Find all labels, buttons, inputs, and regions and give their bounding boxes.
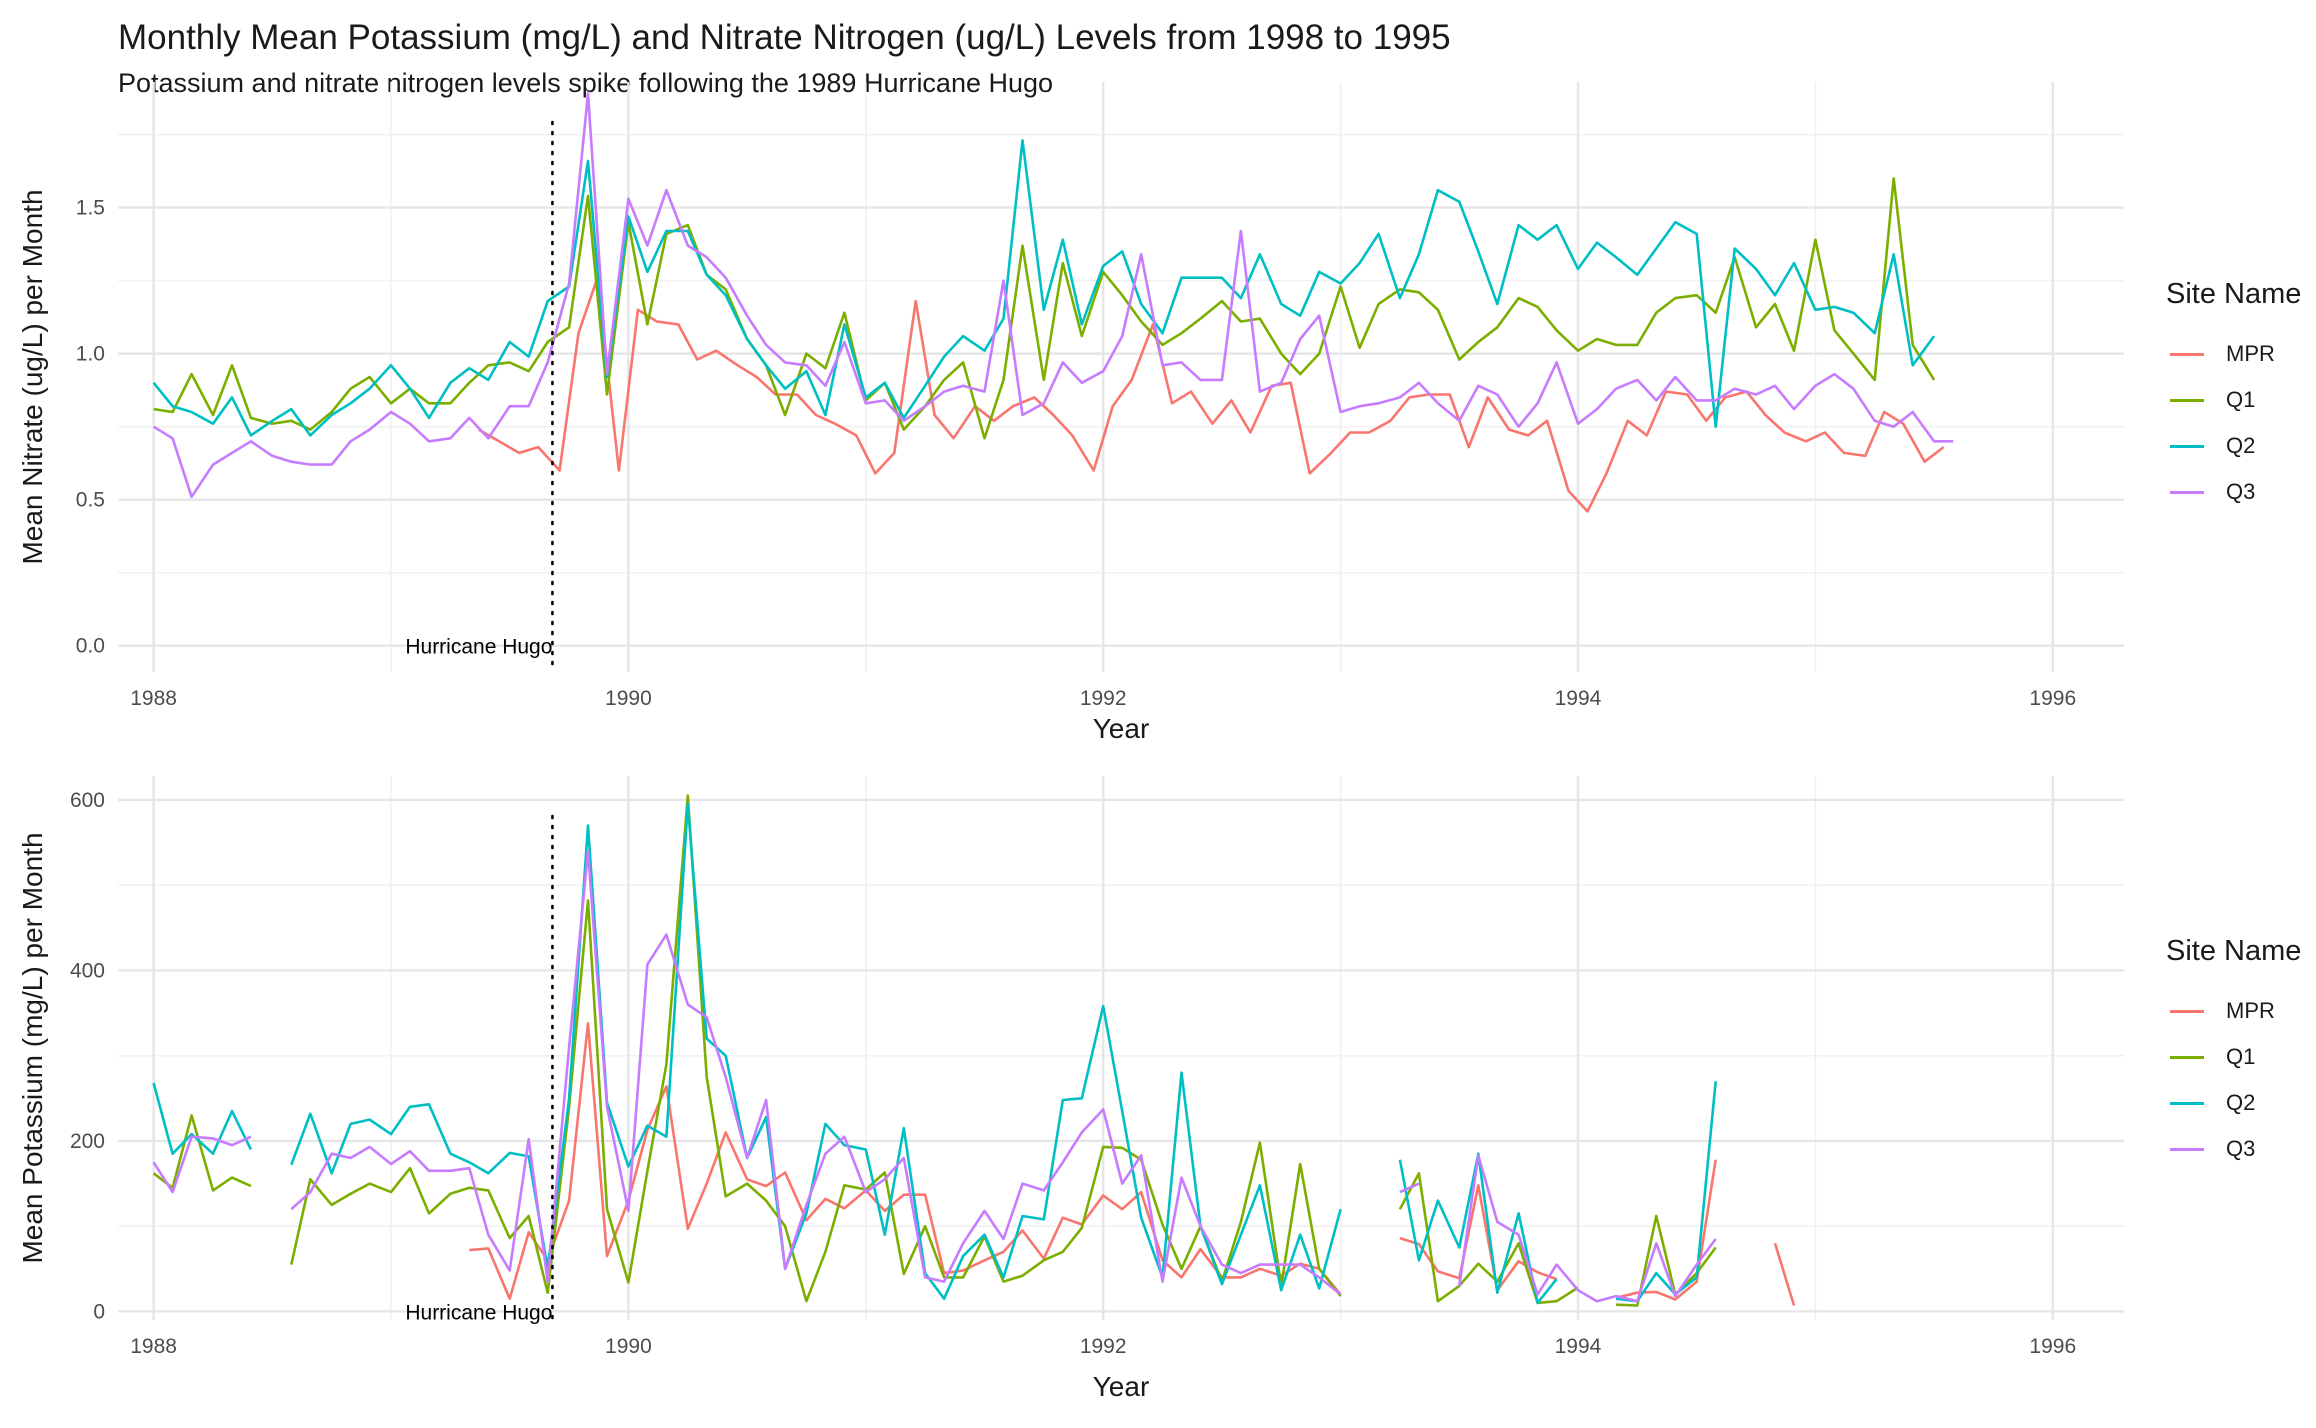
legend-nitrate: Site Name MPR Q1 Q2 Q3 [2166, 278, 2301, 515]
series-line-q3 [152, 849, 1717, 1303]
x-tick-label: 1996 [2029, 1335, 2076, 1358]
legend-label: Q1 [2226, 1044, 2256, 1069]
legend-swatch [2170, 1055, 2204, 1059]
y-axis-title: Mean Nitrate (ug/L) per Month [17, 189, 48, 564]
legend-item-q2: Q2 [2166, 423, 2301, 469]
chart-title: Monthly Mean Potassium (mg/L) and Nitrat… [118, 18, 1451, 57]
legend-label: MPR [2226, 341, 2275, 366]
x-tick-label: 1992 [1080, 1335, 1127, 1358]
x-tick-label: 1988 [130, 687, 177, 710]
legend-swatch [2170, 1147, 2204, 1151]
series-line-q1 [152, 794, 1717, 1307]
legend-item-q3: Q3 [2166, 469, 2301, 515]
legend-label: Q2 [2226, 433, 2256, 458]
series-line-mpr [478, 276, 1945, 513]
legend-title: Site Name [2166, 935, 2302, 967]
legend-swatch [2170, 398, 2204, 402]
x-tick-label: 1988 [130, 1335, 177, 1358]
potassium-panel: 1988 1990 1992 1994 1996 0 200 400 600 Year Mean P… [17, 776, 2124, 1402]
hurricane-hugo-label: Hurricane Hugo [405, 1301, 552, 1324]
y-tick-label: 0.5 [76, 489, 105, 512]
legend-swatch [2170, 444, 2204, 448]
legend-potassium: Site Name MPR Q1 Q2 Q3 [2166, 935, 2301, 1172]
x-tick-label: 1990 [605, 687, 652, 710]
legend-item-mpr: MPR [2166, 331, 2301, 377]
x-axis-title: Year [1093, 713, 1150, 744]
x-axis-title: Year [1093, 1371, 1150, 1402]
legend-item-q3: Q3 [2166, 1126, 2301, 1172]
series-line-q3 [152, 92, 1954, 499]
y-axis-title: Mean Potassium (mg/L) per Month [17, 832, 48, 1263]
legend-title: Site Name [2166, 278, 2302, 310]
x-tick-label: 1990 [605, 1335, 652, 1358]
series-line-q2 [152, 139, 1936, 437]
legend-swatch [2170, 1101, 2204, 1105]
legend-swatch [2170, 1009, 2204, 1013]
legend-swatch [2170, 352, 2204, 356]
y-tick-label: 600 [70, 789, 105, 812]
y-tick-label: 0 [93, 1300, 105, 1323]
legend-item-q2: Q2 [2166, 1080, 2301, 1126]
series-line-q2 [152, 802, 1717, 1305]
series-line-q1 [153, 177, 1936, 440]
legend-label: Q2 [2226, 1090, 2256, 1115]
x-tick-label: 1994 [1555, 1335, 1602, 1358]
x-tick-label: 1996 [2029, 687, 2076, 710]
nitrate-panel: 1988 1990 1992 1994 1996 0.0 0.5 1.0 1.5 Year Mean… [17, 82, 2124, 744]
series-line-mpr [469, 1022, 1796, 1306]
legend-label: Q3 [2226, 1136, 2256, 1161]
legend-label: Q3 [2226, 479, 2256, 504]
y-tick-label: 0.0 [76, 635, 105, 658]
legend-label: Q1 [2226, 387, 2256, 412]
y-tick-label: 1.5 [76, 197, 105, 220]
y-tick-label: 1.0 [76, 343, 105, 366]
legend-swatch [2170, 490, 2204, 494]
legend-item-mpr: MPR [2166, 988, 2301, 1034]
y-tick-label: 400 [70, 959, 105, 982]
x-tick-label: 1994 [1555, 687, 1602, 710]
y-tick-label: 200 [70, 1130, 105, 1153]
hurricane-hugo-label: Hurricane Hugo [405, 636, 552, 659]
legend-label: MPR [2226, 998, 2275, 1023]
x-tick-label: 1992 [1080, 687, 1127, 710]
legend-item-q1: Q1 [2166, 1034, 2301, 1080]
legend-item-q1: Q1 [2166, 377, 2301, 423]
chart-subtitle: Potassium and nitrate nitrogen levels sp… [118, 68, 1054, 98]
